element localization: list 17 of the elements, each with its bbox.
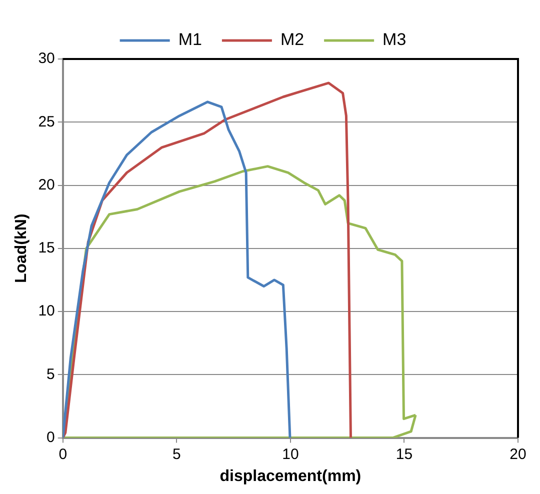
x-tick-label: 10 xyxy=(282,446,299,463)
x-tick-label: 20 xyxy=(510,446,526,463)
y-tick-label: 25 xyxy=(38,113,55,130)
legend-label: M2 xyxy=(280,30,304,50)
y-tick-label: 0 xyxy=(46,428,55,446)
x-tick-label: 15 xyxy=(396,446,413,463)
legend-label: M3 xyxy=(382,30,406,50)
y-tick-label: 5 xyxy=(46,366,55,383)
y-tick-label: 15 xyxy=(38,240,55,257)
y-tick-label: 20 xyxy=(38,176,55,194)
x-tick-label: 0 xyxy=(58,446,68,463)
y-tick-label: 30 xyxy=(38,50,55,68)
y-axis-title: Load(kN) xyxy=(13,214,30,284)
x-axis-title: displacement(mm) xyxy=(220,468,362,485)
legend-label: M1 xyxy=(178,30,202,50)
x-tick-label: 5 xyxy=(172,446,181,463)
y-tick-label: 10 xyxy=(38,302,55,320)
